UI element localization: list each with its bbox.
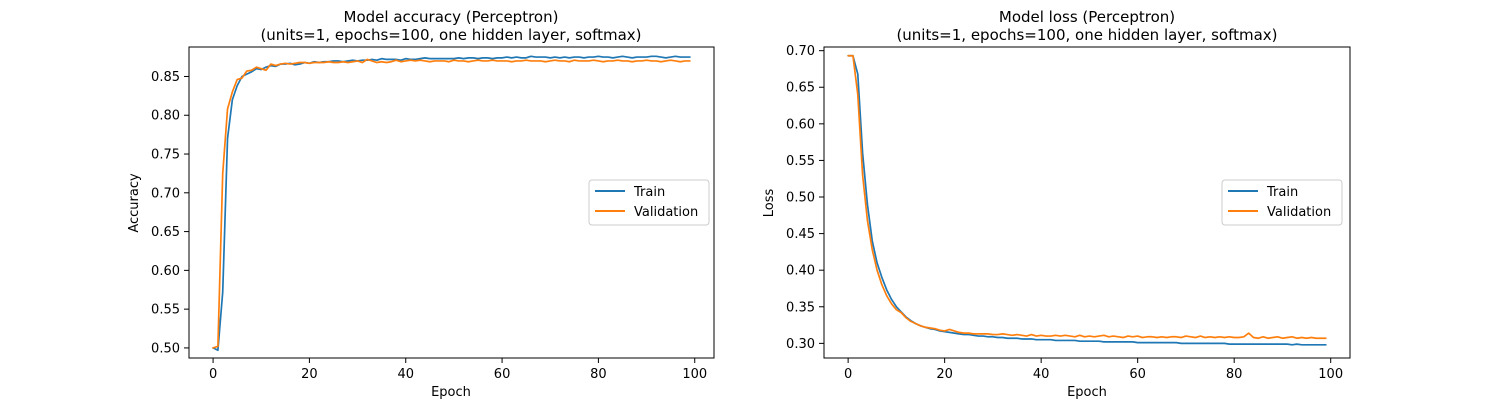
loss-y-tick-label-0.35: 0.35: [786, 300, 815, 315]
loss-x-tick-label-20: 20: [936, 367, 953, 382]
accuracy-series-lines: [212, 55, 691, 352]
loss-y-tick-label-0.30: 0.30: [786, 337, 815, 352]
accuracy-x-tick-label-20: 20: [301, 367, 318, 382]
accuracy-x-tick-label-0: 0: [209, 367, 217, 382]
loss-chart-title: Model loss (Perceptron): [999, 8, 1175, 26]
accuracy-validation-line: [212, 58, 691, 349]
accuracy-legend-train-label: Train: [633, 185, 665, 200]
loss-y-tick-label-0.70: 0.70: [786, 44, 815, 59]
loss-axes: 0 20 40 60 80 100 0.30 0.35 0.40 0.45 0.50 0.55 0.60…: [786, 44, 1351, 382]
loss-x-tick-label-80: 80: [1226, 367, 1243, 382]
loss-legend: Train Validation: [1221, 179, 1343, 226]
accuracy-chart: Model accuracy (Perceptron) (units=1, ep…: [127, 8, 715, 400]
accuracy-y-tick-label-0.65: 0.65: [151, 225, 180, 240]
loss-chart: Model loss (Perceptron) (units=1, epochs…: [762, 8, 1351, 400]
loss-chart-subtitle: (units=1, epochs=100, one hidden layer, …: [896, 26, 1277, 44]
loss-y-tick-label-0.45: 0.45: [786, 227, 815, 242]
accuracy-y-tick-label-0.75: 0.75: [151, 148, 180, 163]
loss-x-tick-label-40: 40: [1033, 367, 1050, 382]
loss-y-tick-label-0.65: 0.65: [786, 81, 815, 96]
accuracy-y-tick-label-0.60: 0.60: [151, 264, 180, 279]
accuracy-legend: Train Validation: [588, 179, 710, 226]
accuracy-legend-validation-label: Validation: [634, 205, 698, 220]
loss-x-tick-label-100: 100: [1318, 367, 1343, 382]
loss-validation-line: [847, 54, 1327, 340]
accuracy-y-tick-label-0.85: 0.85: [151, 70, 180, 85]
loss-y-axis-label: Loss: [762, 189, 777, 218]
accuracy-chart-subtitle: (units=1, epochs=100, one hidden layer, …: [260, 26, 641, 44]
accuracy-axes: 0 20 40 60 80 100 0.50 0.55 0.60 0.65 0.70 0.75 0.80…: [151, 46, 715, 382]
accuracy-plot-frame: [188, 46, 715, 359]
loss-x-axis-label: Epoch: [1067, 385, 1107, 400]
loss-y-tick-label-0.55: 0.55: [786, 154, 815, 169]
accuracy-x-tick-label-40: 40: [397, 367, 414, 382]
accuracy-chart-title: Model accuracy (Perceptron): [344, 8, 559, 26]
loss-y-tick-label-0.60: 0.60: [786, 117, 815, 132]
accuracy-y-tick-label-0.80: 0.80: [151, 109, 180, 124]
accuracy-y-tick-label-0.50: 0.50: [151, 341, 180, 356]
accuracy-y-axis-label: Accuracy: [127, 173, 142, 233]
loss-y-tick-label-0.40: 0.40: [786, 264, 815, 279]
accuracy-x-axis-label: Epoch: [431, 385, 471, 400]
loss-series-lines: [847, 54, 1327, 346]
loss-y-tick-label-0.50: 0.50: [786, 191, 815, 206]
accuracy-x-tick-label-60: 60: [494, 367, 511, 382]
accuracy-y-tick-label-0.55: 0.55: [151, 303, 180, 318]
loss-x-tick-label-0: 0: [844, 367, 852, 382]
accuracy-y-tick-label-0.70: 0.70: [151, 186, 180, 201]
loss-legend-train-label: Train: [1266, 185, 1298, 200]
accuracy-x-tick-label-80: 80: [590, 367, 607, 382]
loss-legend-validation-label: Validation: [1267, 205, 1331, 220]
accuracy-x-tick-label-100: 100: [682, 367, 707, 382]
loss-plot-frame: [823, 46, 1351, 359]
loss-x-tick-label-60: 60: [1129, 367, 1146, 382]
